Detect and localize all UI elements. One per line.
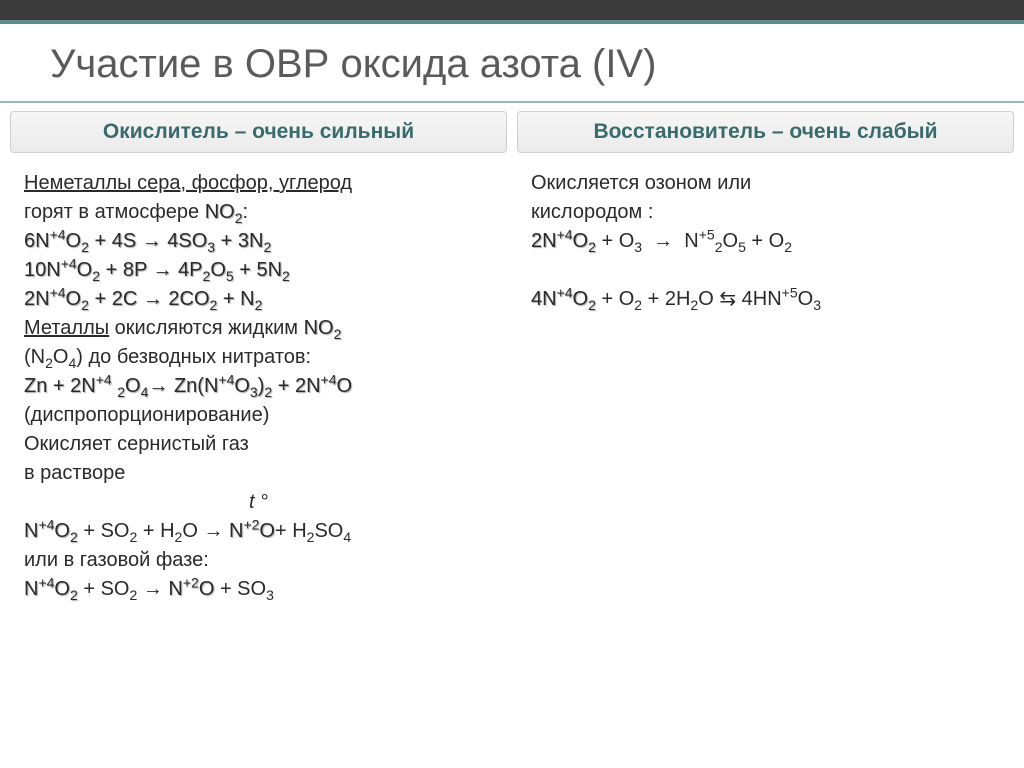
disproportionation: (диспропорционирование) (24, 401, 493, 430)
eq-ozone: 2N+4O2 + O3 → N+52O5 + O2 (531, 227, 1000, 256)
right-body: Окисляется озоном или кислородом : 2N+4O… (517, 163, 1014, 320)
metals-mid: окисляются жидким (109, 317, 303, 339)
right-header: Восстановитель – очень слабый (517, 111, 1014, 153)
eq-r1-mid: + O3 → N+52O5 + O2 (596, 230, 792, 252)
page-title: Участие в ОВР оксида азота (IV) (0, 24, 1024, 103)
ozone-line1: Окисляется озоном или (531, 169, 1000, 198)
eq6-b: N+2O (168, 578, 214, 600)
eq5-a: N+4O2 (24, 520, 78, 542)
eq-r1-a: 2N+4O2 (531, 230, 596, 252)
left-header: Окислитель – очень сильный (10, 111, 507, 153)
eq5-end: + H2SO4 (275, 520, 351, 542)
right-column: Восстановитель – очень слабый Окисляется… (517, 111, 1014, 610)
nonmetals-underline: Неметаллы сера, фосфор, углерод (24, 172, 352, 194)
eq-oxygen: 4N+4O2 + O2 + 2H2O ⇆ 4HN+5O3 (531, 285, 1000, 314)
gas-phase-label: или в газовой фазе: (24, 546, 493, 575)
nonmetals-intro: Неметаллы сера, фосфор, углерод (24, 172, 352, 194)
metals-line2: (N2O4) до безводных нитратов: (24, 343, 493, 372)
eq6-end: + SO3 (214, 578, 274, 600)
no2-formula-2: NO2 (304, 317, 342, 339)
temperature-symbol: t ° (24, 488, 493, 517)
eq-so2-gas: N+4O2 + SO2 → N+2O + SO3 (24, 575, 493, 604)
eq-nonmetal-1: 6N+4O2 + 4S → 4SO3 + 3N2 (24, 227, 493, 256)
ozone-line2: кислородом : (531, 198, 1000, 227)
eq-nonmetal-2: 10N+4O2 + 8P → 4P2O5 + 5N2 (24, 256, 493, 285)
so2-line2: в растворе (24, 459, 493, 488)
metals-underline: Металлы (24, 317, 109, 339)
eq-metal-1: Zn + 2N+4 2O4→ Zn(N+4O3)2 + 2N+4O (24, 372, 493, 401)
left-body: Неметаллы сера, фосфор, углерод горят в … (10, 163, 507, 610)
eq6-a: N+4O2 (24, 578, 78, 600)
eq-so2-solution: N+4O2 + SO2 + H2O → N+2O+ H2SO4 (24, 517, 493, 546)
colon1: : (243, 201, 249, 223)
burn-text: горят в атмосфере (24, 201, 205, 223)
two-column-layout: Окислитель – очень сильный Неметаллы сер… (0, 111, 1024, 610)
eq-nonmetal-3: 2N+4O2 + 2C → 2CO2 + N2 (24, 285, 493, 314)
eq-r2-mid: + O2 + 2H2O ⇆ 4HN+5O3 (596, 288, 821, 310)
eq6-mid: + SO2 → (78, 578, 169, 600)
eq5-mid: + SO2 + H2O → (83, 520, 229, 542)
so2-line1: Окисляет сернистый газ (24, 430, 493, 459)
eq-r2-a: 4N+4O2 (531, 288, 596, 310)
no2-formula: NO2 (205, 201, 243, 223)
top-bar (0, 0, 1024, 24)
eq5-b: N+2O (229, 520, 275, 542)
left-column: Окислитель – очень сильный Неметаллы сер… (10, 111, 507, 610)
